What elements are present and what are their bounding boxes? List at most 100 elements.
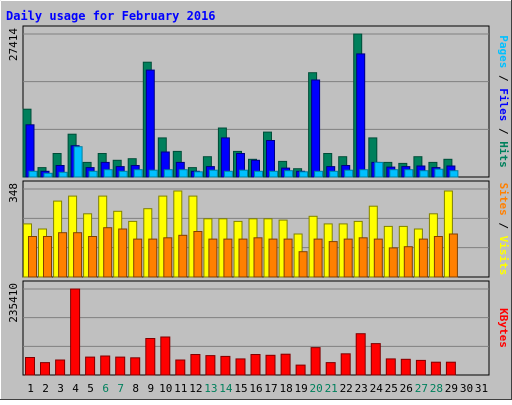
bar-pages-day-1 — [28, 170, 38, 178]
panel-hits-files-pages: 27414 Pages / Files / Hits — [7, 25, 510, 178]
bar-pages-day-8 — [133, 169, 143, 178]
x-tick-label: 10 — [159, 382, 172, 395]
x-tick-label: 24 — [370, 382, 384, 395]
bar-pages-day-20 — [314, 170, 324, 178]
bar-sites-day-25 — [388, 247, 398, 278]
bar-sites-day-16 — [253, 237, 263, 278]
x-tick-label: 21 — [325, 382, 338, 395]
bar-kbytes-day-3 — [55, 359, 66, 376]
bar-sites-day-27 — [418, 238, 428, 278]
bar-kbytes-day-22 — [340, 353, 351, 376]
bar-files-day-20 — [311, 79, 321, 178]
bar-kbytes-day-9 — [145, 338, 156, 376]
bar-pages-day-16 — [254, 170, 263, 178]
bar-sites-day-21 — [328, 241, 338, 278]
bar-pages-day-18 — [284, 170, 294, 178]
bar-visits-day-10 — [158, 195, 168, 278]
bar-pages-day-2 — [43, 172, 53, 178]
x-tick-label: 13 — [204, 382, 217, 395]
x-tick-label: 26 — [400, 382, 413, 395]
x-tick-label: 18 — [279, 382, 292, 395]
bar-kbytes-day-20 — [310, 347, 321, 376]
bar-sites-day-7 — [118, 228, 128, 278]
bar-sites-day-4 — [73, 232, 83, 278]
bar-pages-day-24 — [374, 161, 384, 178]
x-tick-label: 14 — [219, 382, 233, 395]
panel-legend: Pages / Files / Hits — [497, 35, 510, 168]
bar-kbytes-day-27 — [415, 359, 426, 376]
legend-entry: KBytes — [497, 308, 510, 348]
x-tick-label: 6 — [102, 382, 109, 395]
bar-sites-day-23 — [358, 237, 368, 278]
bar-sites-day-22 — [343, 238, 353, 278]
x-tick-label: 3 — [57, 382, 64, 395]
bar-sites-day-28 — [433, 236, 443, 278]
x-tick-label: 12 — [189, 382, 202, 395]
bar-pages-day-5 — [88, 170, 98, 178]
panel-visits-sites: 348 Sites / Visits — [7, 180, 510, 278]
y-max-label: 348 — [7, 183, 20, 203]
legend-entry: Visits — [497, 236, 510, 276]
bar-kbytes-day-13 — [205, 355, 216, 376]
bar-sites-day-14 — [223, 238, 233, 278]
bar-pages-day-4 — [73, 146, 83, 178]
x-tick-label: 7 — [117, 382, 124, 395]
x-tick-label: 22 — [340, 382, 353, 395]
bar-kbytes-day-4 — [70, 288, 81, 376]
x-tick-label: 15 — [234, 382, 247, 395]
panel-legend: KBytes — [497, 308, 510, 348]
x-tick-label: 20 — [309, 382, 322, 395]
bar-sites-day-17 — [268, 238, 278, 278]
bar-kbytes-day-16 — [250, 354, 261, 376]
legend-entry: Files — [497, 88, 510, 121]
legend-entry: Hits — [497, 141, 510, 168]
bar-kbytes-day-7 — [115, 356, 126, 376]
x-tick-label: 2 — [42, 382, 49, 395]
bar-sites-day-29 — [448, 233, 458, 278]
x-tick-label: 31 — [475, 382, 488, 395]
bar-pages-day-7 — [118, 170, 128, 178]
x-tick-label: 28 — [430, 382, 443, 395]
legend-entry: Pages — [497, 35, 510, 68]
chart-title: Daily usage for February 2016 — [6, 9, 216, 23]
x-tick-label: 27 — [415, 382, 428, 395]
bar-pages-day-22 — [344, 169, 354, 178]
bar-pages-day-23 — [359, 169, 369, 178]
bar-kbytes-day-11 — [175, 359, 186, 376]
bar-files-day-1 — [25, 124, 35, 178]
x-tick-label: 30 — [460, 382, 473, 395]
bar-files-day-9 — [145, 69, 155, 178]
bar-sites-day-20 — [313, 238, 323, 278]
bar-sites-day-18 — [283, 238, 293, 278]
bar-sites-day-2 — [43, 236, 52, 278]
bar-pages-day-25 — [389, 169, 399, 178]
x-tick-label: 23 — [355, 382, 368, 395]
x-tick-label: 4 — [72, 382, 79, 395]
bar-kbytes-day-14 — [220, 355, 231, 376]
bar-pages-day-3 — [58, 171, 68, 178]
bar-sites-day-24 — [373, 238, 383, 278]
x-tick-label: 19 — [294, 382, 307, 395]
legend-entry: Sites — [497, 183, 510, 216]
bar-pages-day-27 — [419, 170, 429, 178]
panel-kbytes: 235410 KBytes — [7, 280, 510, 376]
x-tick-label: 29 — [445, 382, 458, 395]
x-tick-label: 1 — [27, 382, 34, 395]
bar-pages-day-28 — [434, 168, 444, 178]
x-tick-label: 5 — [87, 382, 94, 395]
bar-pages-day-21 — [329, 170, 339, 178]
bar-kbytes-day-24 — [370, 343, 381, 376]
bar-sites-day-15 — [238, 238, 248, 278]
bar-kbytes-day-2 — [40, 362, 50, 376]
bar-sites-day-11 — [178, 234, 188, 278]
bar-files-day-23 — [356, 53, 366, 178]
legend-entry: / — [497, 68, 510, 88]
bar-pages-day-12 — [193, 171, 203, 178]
bar-kbytes-day-23 — [355, 333, 366, 376]
bar-sites-day-9 — [148, 238, 158, 278]
bar-sites-day-6 — [103, 227, 113, 278]
bar-sites-day-19 — [298, 251, 308, 278]
x-tick-label: 11 — [174, 382, 187, 395]
bar-kbytes-day-21 — [325, 362, 336, 376]
